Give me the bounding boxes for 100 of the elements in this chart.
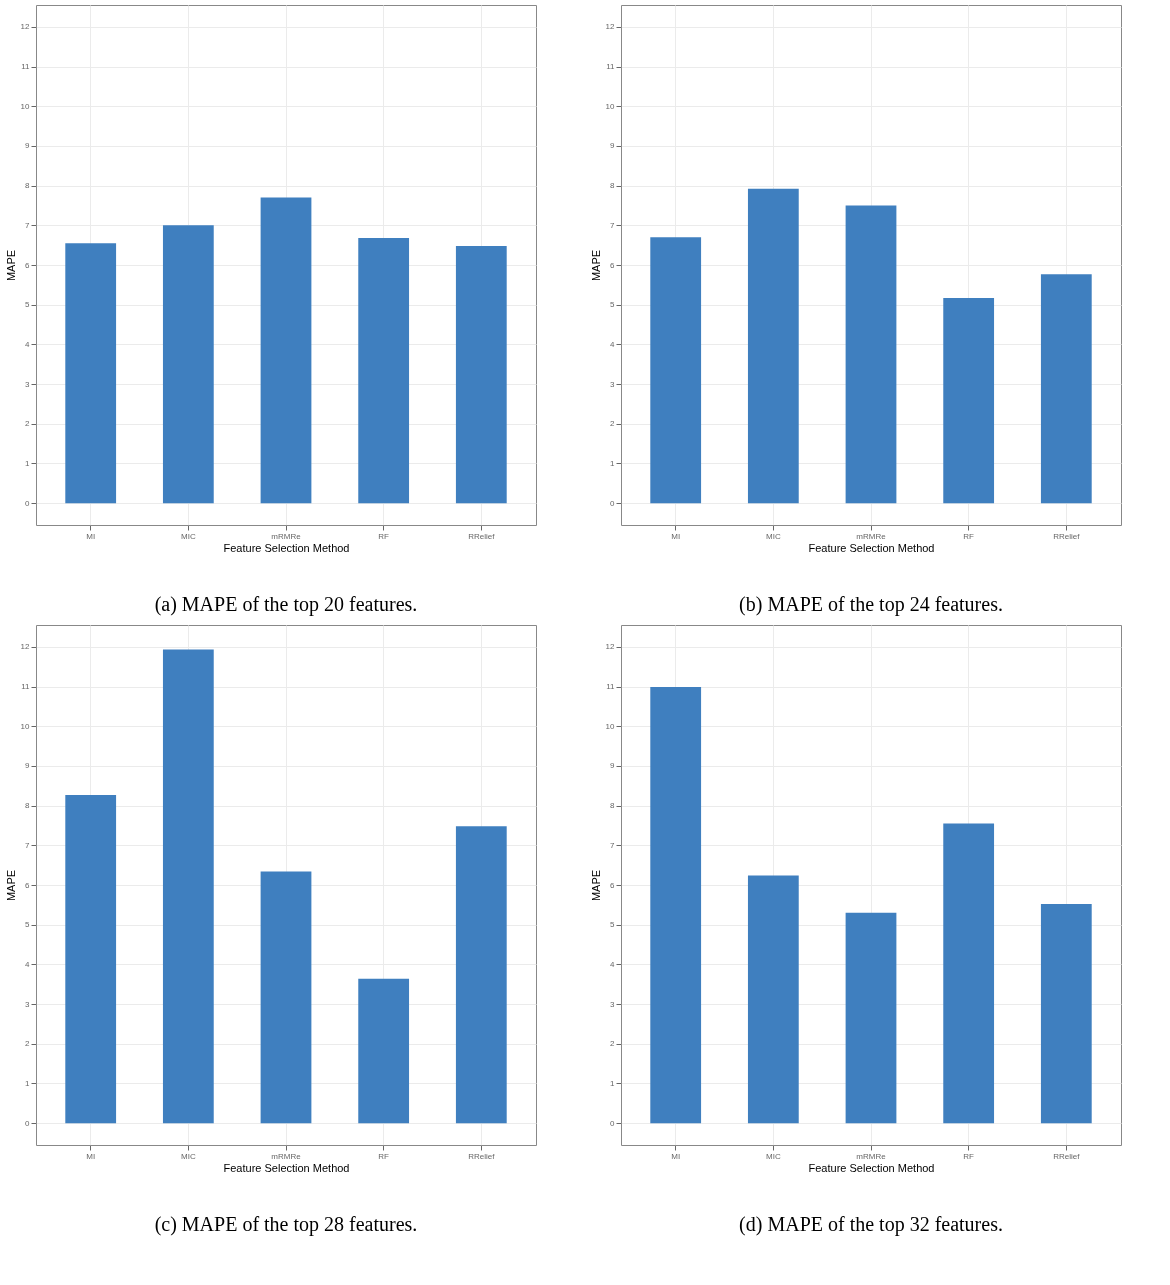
y-tick-label: 3: [25, 999, 31, 1009]
y-tick-label: 9: [610, 141, 616, 151]
x-tick-label: MIC: [181, 531, 196, 541]
bar: [845, 205, 897, 504]
y-tick-label: 1: [610, 458, 616, 468]
y-axis-title: MAPE: [4, 249, 17, 282]
text: (b) MAPE of the top 24 features.: [739, 593, 1003, 616]
y-tick-label: 4: [25, 339, 31, 349]
y-tick-label: 6: [25, 880, 31, 890]
y-tick-label: 7: [610, 840, 616, 850]
x-tick-label: MIC: [766, 1151, 781, 1161]
y-tick-label: 6: [610, 260, 616, 270]
y-tick-label: 11: [606, 62, 616, 72]
bar: [650, 237, 702, 504]
y-tick-label: 8: [610, 801, 616, 811]
bar: [455, 245, 507, 504]
y-tick-label: 11: [606, 682, 616, 692]
y-tick-label: 1: [25, 1078, 31, 1088]
bar: [260, 197, 312, 504]
y-tick-label: 9: [610, 761, 616, 771]
y-tick-label: 4: [610, 959, 616, 969]
y-tick-label: 4: [25, 959, 31, 969]
x-tick-label: RF: [378, 1151, 390, 1161]
x-axis-title: Feature Selection Method: [808, 1161, 935, 1174]
x-tick-label: RRelief: [1053, 531, 1081, 541]
y-tick-label: 8: [25, 181, 31, 191]
bar: [1040, 904, 1092, 1124]
x-axis-title: Feature Selection Method: [223, 1161, 350, 1174]
y-tick-label: 5: [610, 300, 616, 310]
y-tick-label: 0: [25, 1118, 31, 1128]
y-tick-label: 9: [25, 761, 31, 771]
x-tick-label: MIC: [181, 1151, 196, 1161]
x-tick-label: RF: [963, 531, 975, 541]
y-tick-label: 3: [610, 999, 616, 1009]
y-tick-label: 9: [25, 141, 31, 151]
bar: [943, 823, 995, 1124]
x-tick-label: RRelief: [468, 531, 496, 541]
bar: [260, 871, 312, 1124]
x-axis-title: Feature Selection Method: [808, 541, 935, 554]
text: (c) MAPE of the top 28 features.: [154, 1213, 418, 1236]
x-tick-label: MI: [86, 1151, 96, 1161]
y-tick-label: 8: [25, 801, 31, 811]
y-tick-label: 11: [21, 682, 31, 692]
y-tick-label: 6: [610, 880, 616, 890]
y-tick-label: 10: [605, 721, 616, 731]
x-tick-label: mRMRe: [856, 531, 887, 541]
bar: [1040, 274, 1092, 504]
y-tick-label: 2: [610, 419, 616, 429]
y-tick-label: 0: [25, 498, 31, 508]
text: (a) MAPE of the top 20 features.: [154, 593, 418, 616]
y-tick-label: 12: [605, 642, 616, 652]
bar: [747, 188, 799, 504]
y-tick-label: 5: [25, 920, 31, 930]
y-tick-label: 0: [610, 498, 616, 508]
bar: [845, 912, 897, 1124]
x-tick-label: mRMRe: [271, 531, 302, 541]
x-tick-label: MIC: [766, 531, 781, 541]
y-tick-label: 7: [25, 840, 31, 850]
bar: [65, 794, 117, 1124]
y-tick-label: 5: [25, 300, 31, 310]
y-tick-label: 12: [20, 642, 31, 652]
bar: [455, 826, 507, 1124]
bar: [747, 875, 799, 1124]
y-tick-label: 7: [610, 220, 616, 230]
bar: [65, 243, 117, 504]
y-tick-label: 10: [20, 721, 31, 731]
x-tick-label: MI: [671, 1151, 681, 1161]
y-tick-label: 4: [610, 339, 616, 349]
x-tick-label: RRelief: [1053, 1151, 1081, 1161]
text: (d) MAPE of the top 32 features.: [739, 1213, 1003, 1236]
y-tick-label: 3: [25, 379, 31, 389]
y-axis-title: MAPE: [589, 249, 602, 282]
y-tick-label: 2: [610, 1039, 616, 1049]
y-tick-label: 2: [25, 1039, 31, 1049]
y-tick-label: 0: [610, 1118, 616, 1128]
x-axis-title: Feature Selection Method: [223, 541, 350, 554]
x-tick-label: MI: [86, 531, 96, 541]
y-tick-label: 5: [610, 920, 616, 930]
y-axis-title: MAPE: [4, 869, 17, 902]
x-tick-label: RRelief: [468, 1151, 496, 1161]
y-tick-label: 8: [610, 181, 616, 191]
x-tick-label: RF: [963, 1151, 975, 1161]
y-tick-label: 6: [25, 260, 31, 270]
y-tick-label: 12: [20, 22, 31, 32]
y-tick-label: 7: [25, 220, 31, 230]
y-tick-label: 10: [20, 101, 31, 111]
bar: [943, 297, 995, 504]
x-tick-label: MI: [671, 531, 681, 541]
bar: [650, 686, 702, 1124]
bar: [162, 225, 214, 504]
y-tick-label: 10: [605, 101, 616, 111]
bar: [162, 649, 214, 1124]
y-tick-label: 11: [21, 62, 31, 72]
y-tick-label: 12: [605, 22, 616, 32]
y-tick-label: 1: [25, 458, 31, 468]
y-tick-label: 3: [610, 379, 616, 389]
bar: [358, 978, 410, 1124]
bar: [358, 238, 410, 504]
x-tick-label: mRMRe: [856, 1151, 887, 1161]
x-tick-label: mRMRe: [271, 1151, 302, 1161]
